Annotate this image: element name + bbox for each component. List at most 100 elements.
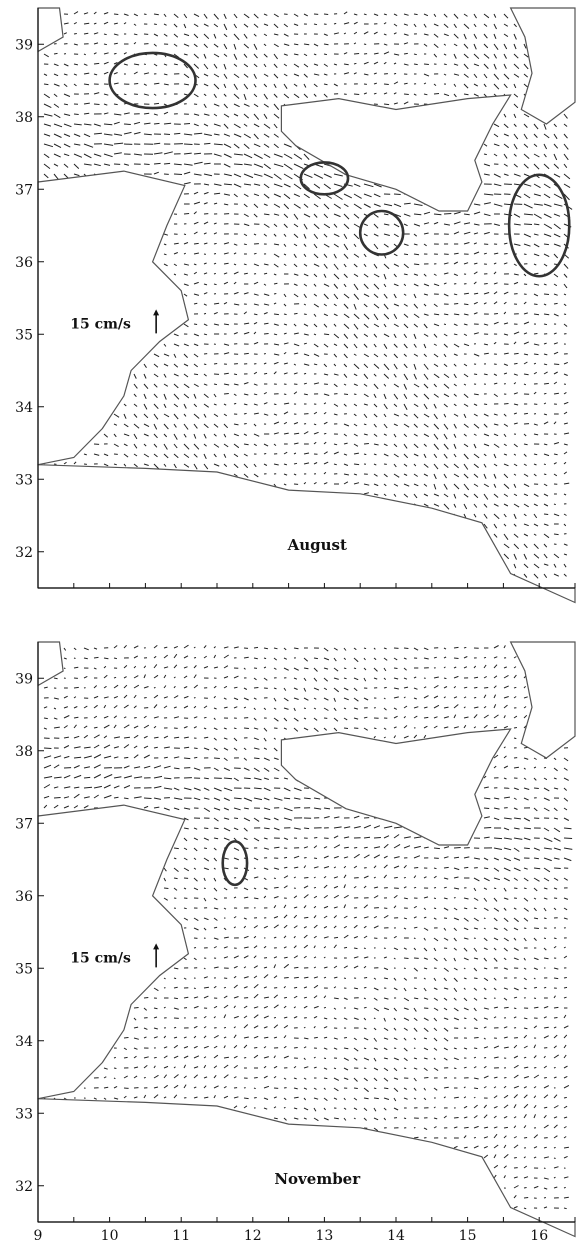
velocity-arrow — [463, 403, 469, 407]
velocity-arrow — [253, 281, 259, 285]
velocity-arrow — [43, 73, 48, 76]
velocity-arrow — [253, 213, 258, 218]
velocity-arrow — [473, 403, 478, 406]
velocity-arrow — [223, 757, 228, 762]
velocity-arrow — [433, 373, 440, 379]
velocity-arrow — [313, 956, 317, 959]
velocity-arrow — [303, 1107, 309, 1111]
velocity-arrow — [343, 1057, 349, 1061]
velocity-arrow — [553, 995, 556, 999]
velocity-arrow — [543, 533, 550, 539]
velocity-arrow — [303, 717, 307, 720]
velocity-arrow — [503, 696, 509, 699]
velocity-arrow — [373, 52, 379, 55]
velocity-arrow — [513, 113, 517, 119]
velocity-arrow — [473, 262, 478, 265]
velocity-arrow — [303, 677, 307, 681]
velocity-arrow — [453, 887, 460, 890]
velocity-arrow — [473, 33, 478, 39]
velocity-arrow — [493, 927, 498, 930]
velocity-arrow — [513, 686, 517, 689]
velocity-arrow — [323, 1057, 327, 1060]
velocity-arrow — [83, 776, 91, 779]
velocity-arrow — [383, 263, 390, 270]
velocity-arrow — [333, 22, 337, 25]
scale-label: 15 cm/s — [70, 316, 131, 332]
velocity-arrow — [123, 775, 133, 779]
velocity-arrow — [523, 1034, 528, 1039]
velocity-arrow — [493, 1144, 499, 1149]
velocity-arrow — [203, 857, 210, 862]
velocity-arrow — [323, 482, 328, 485]
y-tick-label: 39 — [15, 671, 33, 687]
velocity-arrow — [473, 232, 479, 235]
velocity-arrow — [273, 846, 280, 849]
velocity-arrow — [533, 897, 537, 900]
velocity-arrow — [323, 333, 330, 336]
velocity-arrow — [143, 745, 149, 749]
velocity-arrow — [133, 413, 138, 418]
velocity-arrow — [253, 403, 258, 406]
velocity-arrow — [503, 837, 512, 840]
velocity-arrow — [393, 856, 400, 859]
velocity-arrow — [273, 827, 280, 831]
velocity-arrow — [513, 412, 517, 415]
velocity-arrow — [443, 43, 447, 46]
velocity-arrow — [273, 924, 279, 929]
velocity-arrow — [413, 263, 420, 266]
velocity-arrow — [113, 705, 118, 709]
velocity-arrow — [103, 433, 109, 438]
velocity-arrow — [363, 283, 369, 290]
velocity-arrow — [543, 777, 548, 781]
velocity-arrow — [513, 887, 518, 889]
velocity-arrow — [483, 706, 487, 709]
velocity-arrow — [483, 423, 488, 428]
velocity-arrow — [413, 905, 417, 909]
velocity-arrow — [323, 995, 327, 999]
velocity-arrow — [163, 33, 168, 37]
velocity-arrow — [243, 23, 249, 28]
velocity-arrow — [543, 867, 551, 873]
velocity-arrow — [443, 897, 448, 900]
velocity-arrow — [453, 1096, 459, 1099]
velocity-arrow — [513, 352, 519, 355]
velocity-arrow — [373, 1047, 378, 1050]
velocity-arrow — [433, 343, 437, 346]
velocity-arrow — [523, 927, 527, 929]
velocity-arrow — [293, 945, 297, 949]
velocity-arrow — [213, 83, 220, 90]
velocity-arrow — [543, 766, 547, 769]
velocity-arrow — [313, 233, 319, 240]
velocity-arrow — [273, 413, 278, 416]
velocity-arrow — [223, 797, 230, 801]
velocity-arrow — [333, 707, 337, 712]
velocity-arrow — [303, 233, 307, 239]
velocity-arrow — [213, 183, 222, 186]
velocity-arrow — [113, 42, 118, 45]
velocity-arrow — [443, 272, 449, 275]
velocity-arrow — [483, 807, 490, 809]
velocity-arrow — [263, 233, 268, 237]
velocity-arrow — [473, 413, 478, 417]
velocity-arrow — [273, 63, 278, 69]
velocity-arrow — [133, 1007, 139, 1009]
velocity-arrow — [443, 363, 448, 367]
velocity-arrow — [423, 947, 428, 952]
velocity-arrow — [503, 253, 508, 255]
velocity-arrow — [403, 463, 408, 467]
velocity-arrow — [563, 955, 568, 959]
velocity-arrow — [123, 93, 127, 96]
velocity-arrow — [53, 113, 61, 119]
velocity-arrow — [443, 647, 447, 650]
velocity-arrow — [193, 353, 199, 358]
velocity-arrow — [343, 856, 349, 859]
velocity-arrow — [533, 563, 540, 569]
velocity-arrow — [43, 153, 50, 159]
velocity-arrow — [63, 83, 68, 87]
velocity-arrow — [413, 886, 417, 889]
velocity-arrow — [353, 865, 358, 869]
velocity-arrow — [193, 263, 197, 266]
velocity-arrow — [253, 707, 256, 711]
velocity-arrow — [423, 373, 429, 380]
velocity-arrow — [563, 977, 567, 979]
